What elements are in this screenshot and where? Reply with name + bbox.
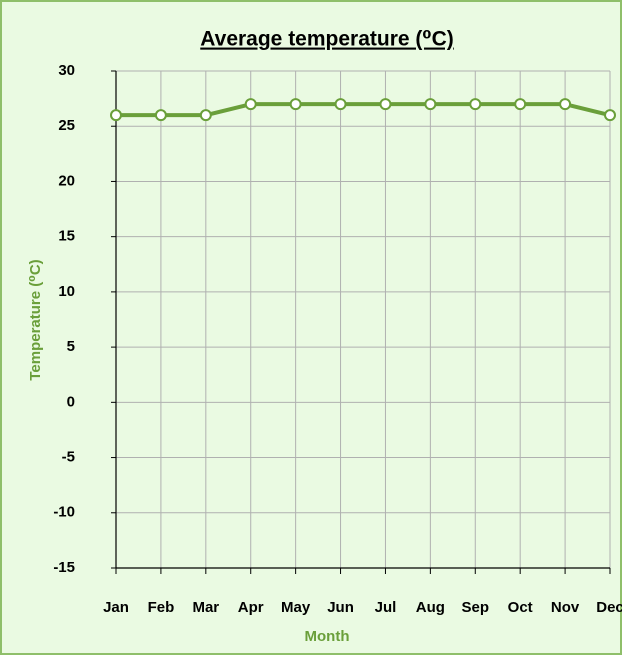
- y-tick-label: -5: [62, 449, 75, 466]
- x-tick-label: Sep: [462, 599, 490, 616]
- x-tick-label: Oct: [508, 599, 533, 616]
- y-tick-label: 30: [58, 62, 75, 79]
- y-tick-label: -15: [53, 559, 75, 576]
- x-tick-label: Jun: [327, 599, 354, 616]
- x-tick-label: Aug: [416, 599, 445, 616]
- y-axis-label: Temperature (⁰C): [27, 259, 44, 380]
- data-line: [116, 102, 611, 118]
- data-point: [154, 109, 167, 122]
- y-tick-label: 0: [67, 393, 75, 410]
- y-tick-label: 5: [67, 338, 75, 355]
- data-point: [244, 98, 257, 111]
- data-point: [379, 98, 392, 111]
- data-point: [110, 109, 122, 122]
- y-tick-label: 10: [58, 283, 75, 300]
- data-point: [469, 98, 482, 111]
- y-tick-label: 20: [58, 172, 75, 189]
- data-point: [514, 98, 527, 111]
- data-point: [289, 98, 302, 111]
- x-axis-label: Month: [305, 628, 350, 645]
- y-tick-label: 15: [58, 228, 75, 245]
- x-tick-label: Apr: [238, 599, 264, 616]
- x-tick-label: Jan: [103, 599, 129, 616]
- data-point: [559, 98, 572, 111]
- data-point: [199, 109, 212, 122]
- data-point: [604, 109, 616, 122]
- x-tick-label: Nov: [551, 599, 580, 616]
- x-tick-label: Dec: [596, 599, 622, 616]
- x-tick-label: May: [281, 599, 311, 616]
- data-point: [334, 98, 347, 111]
- x-tick-label: Feb: [148, 599, 175, 616]
- data-point: [424, 98, 437, 111]
- y-tick-label: 25: [58, 117, 75, 134]
- chart-title: Average temperature (⁰C): [200, 28, 454, 51]
- x-tick-label: Jul: [375, 599, 397, 616]
- x-tick-label: Mar: [192, 599, 219, 616]
- y-tick-label: -10: [53, 504, 75, 521]
